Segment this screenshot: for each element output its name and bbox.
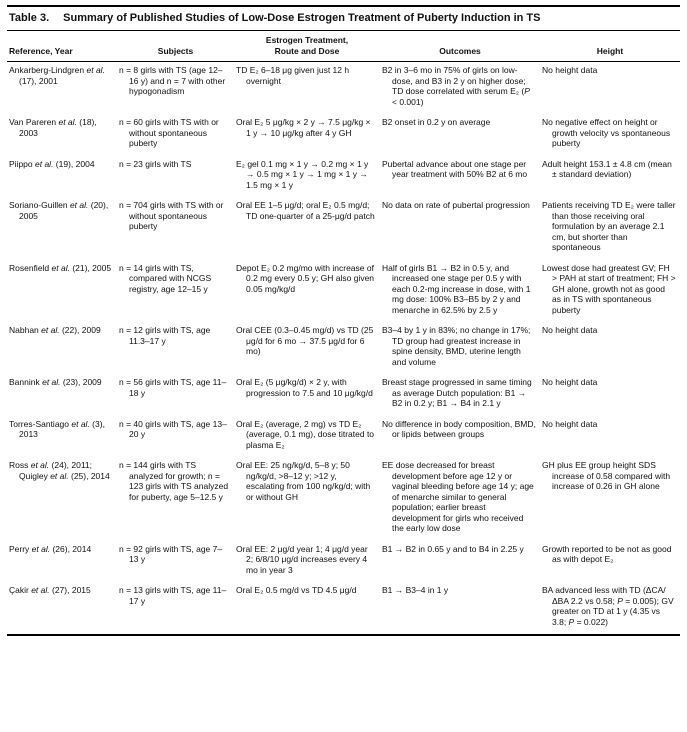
cell-outcomes: Half of girls B1 → B2 in 0.5 y, and incr… [382,262,531,315]
cell-treatment: Oral E₂ 5 μg/kg × 2 y → 7.5 μg/kg × 1 y … [236,117,371,138]
col-header-estrogen-treatment: Estrogen Treatment, Route and Dose [234,31,380,62]
cell-height: No height data [542,325,598,335]
cell-subjects: n = 13 girls with TS, age 11–17 y [119,585,227,606]
cell-subjects: n = 144 girls with TS analyzed for growt… [119,460,229,502]
cell-treatment: Oral EE: 2 μg/d year 1; 4 μg/d year 2; 6… [236,543,368,575]
cell-height: No height data [542,65,598,75]
cell-reference: Rosenfield et al. (21), 2005 [9,262,112,273]
col-header-height: Height [540,31,680,62]
cell-reference: Torres-Santiago et al. (3), 2013 [9,418,105,440]
cell-outcomes: B1 → B3–4 in 1 y [382,585,449,595]
cell-height: No height data [542,418,598,429]
cell-treatment: Oral EE 1–5 μg/d; oral E₂ 0.5 mg/d; TD o… [236,200,375,221]
col-header-subjects: Subjects [117,31,234,62]
study-row: Çakir et al. (27), 2015 n = 13 girls with… [7,582,680,635]
cell-treatment: E₂ gel 0.1 mg × 1 y → 0.2 mg × 1 y → 0.5… [236,158,369,190]
cell-reference: Ankarberg-Lindgren et al. (17), 2001 [9,65,105,86]
table-number: Table 3. [9,12,50,24]
study-row: Perry et al. (26), 2014 n = 92 girls with… [7,541,680,583]
cell-reference: Nabhan et al. (22), 2009 [9,325,101,335]
cell-outcomes: Pubertal advance about one stage per yea… [382,158,528,180]
study-row: Soriano-Guillen et al. (20), 2005 n = 704… [7,197,680,260]
cell-reference: Çakir et al. (27), 2015 [9,585,91,595]
cell-outcomes: Breast stage progressed in same timing a… [382,377,532,408]
cell-height: Patients receiving TD E₂ were taller tha… [542,200,676,252]
cell-outcomes: B3–4 by 1 y in 83%; no change in 17%; TD… [382,325,531,367]
cell-treatment: Oral E₂ (5 μg/kg/d) × 2 y, with progress… [236,377,373,398]
cell-subjects: n = 704 girls with TS with or without sp… [119,200,224,231]
study-row: Ross et al. (24), 2011; Quigley et al. (… [7,457,680,541]
cell-outcomes: B1 → B2 in 0.65 y and to B4 in 2.25 y [382,543,524,554]
study-row: Nabhan et al. (22), 2009 n = 12 girls wit… [7,322,680,374]
study-row: Torres-Santiago et al. (3), 2013 n = 40 g… [7,416,680,458]
cell-treatment: Depot E₂ 0.2 mg/mo with increase of 0.2 … [236,262,375,294]
cell-height: Lowest dose had greatest GV; FH > PAH at… [542,262,676,315]
cell-treatment: Oral E₂ (average, 2 mg) vs TD E₂ (averag… [236,418,375,450]
cell-reference: Piippo et al. (19), 2004 [9,158,95,169]
cell-subjects: n = 23 girls with TS [119,158,192,169]
cell-reference: Soriano-Guillen et al. (20), 2005 [9,200,109,221]
studies-table-body: Ankarberg-Lindgren et al. (17), 2001 n = … [7,62,680,636]
table-header: Reference, Year Subjects Estrogen Treatm… [7,31,680,62]
cell-treatment: Oral CEE (0.3–0.45 mg/d) vs TD (25 μg/d … [236,325,374,356]
cell-height: BA advanced less with TD (ΔCA/ΔBA 2.2 vs… [542,585,674,627]
cell-subjects: n = 60 girls with TS with or without spo… [119,117,219,148]
table-caption: Table 3. Summary of Published Studies of … [7,5,680,31]
cell-height: Adult height 153.1 ± 4.8 cm (mean ± stan… [542,158,672,180]
cell-outcomes: No data on rate of pubertal progression [382,200,530,210]
cell-outcomes: No difference in body composition, BMD, … [382,418,536,440]
study-row: Van Pareren et al. (18), 2003 n = 60 girl… [7,114,680,156]
study-row: Piippo et al. (19), 2004 n = 23 girls wit… [7,156,680,198]
cell-reference: Van Pareren et al. (18), 2003 [9,117,97,138]
cell-outcomes: B2 in 3–6 mo in 75% of girls on low-dose… [382,65,530,107]
cell-reference: Bannink et al. (23), 2009 [9,377,102,387]
header-row: Reference, Year Subjects Estrogen Treatm… [7,31,680,62]
cell-treatment: Oral E₂ 0.5 mg/d vs TD 4.5 μg/d [236,585,357,595]
cell-height: No negative effect on height or growth v… [542,117,671,148]
study-row: Rosenfield et al. (21), 2005 n = 14 girls… [7,260,680,323]
cell-height: GH plus EE group height SDS increase of … [542,460,671,491]
cell-subjects: n = 56 girls with TS, age 11–18 y [119,377,227,398]
col-header-reference-year: Reference, Year [7,31,117,62]
cell-subjects: n = 8 girls with TS (age 12–16 y) and n … [119,65,226,96]
cell-subjects: n = 14 girls with TS, compared with NCGS… [119,262,212,294]
table-title-text: Summary of Published Studies of Low-Dose… [63,12,541,24]
study-row: Bannink et al. (23), 2009 n = 56 girls wi… [7,374,680,416]
cell-height: Growth reported to be not as good as wit… [542,543,672,565]
cell-outcomes: EE dose decreased for breast development… [382,460,534,533]
cell-reference: Ross et al. (24), 2011; Quigley et al. (… [9,460,110,481]
cell-subjects: n = 92 girls with TS, age 7–13 y [119,543,223,565]
cell-height: No height data [542,377,598,387]
study-row: Ankarberg-Lindgren et al. (17), 2001 n = … [7,62,680,115]
col-header-outcomes: Outcomes [380,31,540,62]
cell-treatment: TD E₂ 6–18 μg given just 12 h overnight [236,65,350,86]
cell-treatment: Oral EE: 25 ng/kg/d, 5–8 y; 50 ng/kg/d, … [236,460,371,502]
cell-reference: Perry et al. (26), 2014 [9,543,92,554]
studies-table: Reference, Year Subjects Estrogen Treatm… [7,31,680,636]
cell-subjects: n = 12 girls with TS, age 11.3–17 y [119,325,211,346]
cell-outcomes: B2 onset in 0.2 y on average [382,117,491,127]
cell-subjects: n = 40 girls with TS, age 13–20 y [119,418,227,440]
